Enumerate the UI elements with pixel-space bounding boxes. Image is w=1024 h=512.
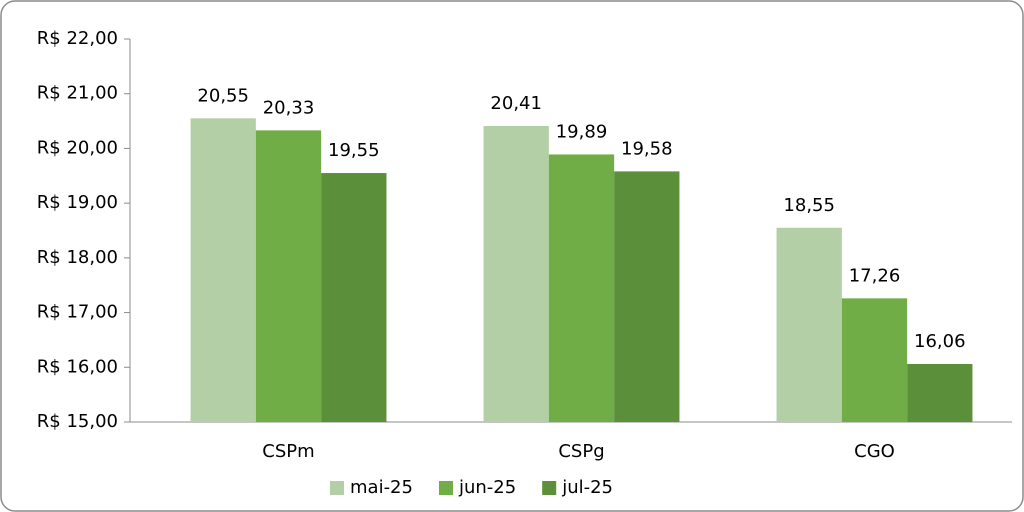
y-tick-label: R$ 17,00 [37,302,118,323]
bar [190,118,256,422]
y-tick-label: R$ 21,00 [37,83,118,104]
value-label: 20,41 [490,93,542,114]
y-tick-label: R$ 19,00 [37,192,118,213]
y-tick-label: R$ 16,00 [37,356,118,377]
value-label: 16,06 [914,331,966,352]
value-label: 17,26 [849,265,901,286]
legend-swatch [330,481,344,495]
bar [255,130,322,422]
bar [841,298,908,422]
x-tick-label: CSPm [262,441,314,462]
value-label: 18,55 [783,195,835,216]
value-label: 19,58 [621,138,673,159]
bar [321,173,387,422]
legend-label: mai-25 [350,477,413,498]
y-tick-label: R$ 22,00 [37,28,118,49]
legend-swatch [542,481,557,495]
y-tick-label: R$ 20,00 [37,137,118,158]
value-label: 19,89 [556,121,608,142]
legend-swatch [438,481,453,495]
value-label: 19,55 [328,140,380,161]
y-tick-label: R$ 18,00 [37,247,118,268]
bar [776,227,842,422]
value-label: 20,55 [197,85,249,106]
bar [483,125,549,422]
bar [614,171,680,422]
legend-label: jun-25 [458,477,516,498]
x-tick-label: CGO [854,441,895,462]
bar [907,364,973,422]
value-label: 20,33 [263,97,315,118]
y-tick-label: R$ 15,00 [37,411,118,432]
legend-label: jul-25 [561,477,613,498]
bar [548,154,615,422]
x-tick-label: CSPg [558,441,604,462]
